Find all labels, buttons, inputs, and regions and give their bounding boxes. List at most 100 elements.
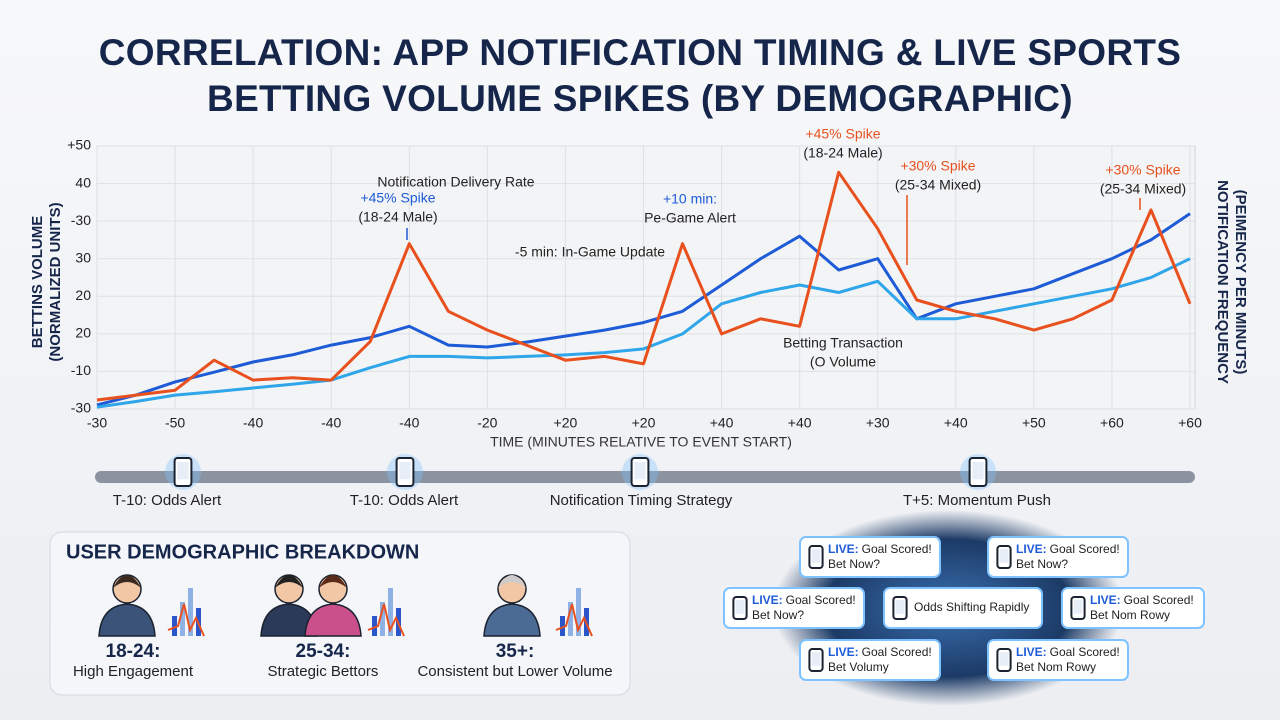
annotation: (O Volume [810,354,876,370]
mini-line [367,603,405,637]
card-icon-screen [999,549,1009,563]
notification-title: Goal Scored! [862,542,932,556]
notification-card [723,587,865,629]
person-body [98,603,156,637]
x-tick-label: -40 [399,415,419,431]
demographic-label: Consistent but Lower Volume [417,663,612,680]
annotation: +45% Spike [805,126,880,142]
notification-card [799,639,941,681]
notification-card [987,639,1129,681]
annotation: +10 min: [663,191,717,207]
y2-axis-label: NOTIFICATION FREQUENCY [1214,180,1231,384]
timeline-icon-screen [177,461,189,480]
timeline-icon-screen [399,461,411,480]
x-tick-label: +60 [1178,415,1202,431]
notification-card [883,587,1043,629]
x-tick-label: +30 [866,415,890,431]
timeline-icon-screen [972,461,984,480]
notification-headline: LIVE: Goal Scored! [1016,542,1120,556]
notification-headline: LIVE: Goal Scored! [1016,645,1120,659]
demographic-age: 18-24: [106,641,161,662]
demographic-title: USER DEMOGRAPHIC BREAKDOWN [66,541,419,563]
y-axis-label: (NORMALIZED UNITS) [47,202,64,361]
y2-axis-label: (PEIMENCY PER MINUTS) [1232,190,1249,375]
annotation: +30% Spike [1105,162,1180,178]
x-tick-label: +20 [554,415,578,431]
mini-bar [576,588,581,636]
annotation: Betting Transaction [783,335,903,351]
y-tick-label: -10 [71,362,91,378]
mini-bar [172,616,177,636]
notification-body: Bet Now? [752,608,804,622]
notification-headline: LIVE: Goal Scored! [752,593,856,607]
demographic-label: High Engagement [73,663,194,680]
person-hair [498,575,526,588]
x-tick-label: -30 [87,415,107,431]
annotation: (25-34 Mixed) [1100,181,1186,197]
x-tick-label: -20 [477,415,497,431]
y-axis-label: BETTINS VOLUME [29,216,46,349]
notification-headline: LIVE: Goal Scored! [828,542,932,556]
mini-line [167,603,205,637]
annotation: (18-24 Male) [358,209,437,225]
timeline-label: Notification Timing Strategy [550,492,733,509]
demographic-age: 35+: [496,641,535,662]
plot-area [96,145,1196,410]
series-line [96,257,1191,409]
demographic-label: Strategic Bettors [268,663,379,680]
notification-tag: LIVE: [1090,593,1121,607]
mini-bar [388,588,393,636]
notification-body: Bet Nom Rowy [1090,608,1170,622]
annotation: (25-34 Mixed) [895,177,981,193]
card-icon-screen [1073,600,1083,614]
mini-bar [372,616,377,636]
series-line [96,212,1191,407]
card-icon-screen [735,600,745,614]
person-hair [113,575,141,588]
mini-bar [188,588,193,636]
notification-body: Bet Now? [1016,557,1068,571]
demographic-age: 25-34: [296,641,351,662]
notification-tag: LIVE: [828,645,859,659]
notification-headline: LIVE: Goal Scored! [1090,593,1194,607]
y-tick-label: -30 [71,212,91,228]
mini-bar [380,602,385,636]
annotation: +45% Spike [360,190,435,206]
notification-tag: LIVE: [752,593,783,607]
series-line [96,170,1192,402]
person-hair [275,575,303,588]
y-tick-label: 40 [75,174,91,190]
x-axis-label: TIME (MINUTES RELATIVE TO EVENT START) [490,434,792,450]
y-tick-label: 30 [75,249,91,265]
notification-title: Goal Scored! [1050,645,1120,659]
notification-title: Goal Scored! [862,645,932,659]
x-tick-label: +40 [944,415,968,431]
x-tick-label: +50 [1022,415,1046,431]
annotation: Notification Delivery Rate [377,174,534,190]
card-icon-screen [811,549,821,563]
annotation: -5 min: In-Game Update [515,244,665,260]
notification-body: Bet Nom Rowy [1016,660,1096,674]
mini-bar [560,616,565,636]
notification-tag: LIVE: [1016,542,1047,556]
notification-title: Goal Scored! [1050,542,1120,556]
chart-title: CORRELATION: APP NOTIFICATION TIMING & L… [98,32,1182,119]
y-tick-label: 20 [75,287,91,303]
timeline-label: T+5: Momentum Push [903,492,1051,509]
x-tick-label: +40 [788,415,812,431]
annotation: Pe-Game Alert [644,210,736,226]
notification-body: Bet Volumy [828,660,889,674]
card-icon-screen [999,652,1009,666]
notification-body: Bet Now? [828,557,880,571]
card-icon-screen [895,600,905,614]
mini-bar [180,602,185,636]
person-hair [319,575,347,588]
notification-card [799,536,941,578]
notification-body: Odds Shifting Rapidly [914,600,1029,614]
card-icon-screen [811,652,821,666]
notification-card [987,536,1129,578]
mini-line [555,603,593,637]
notification-title: Goal Scored! [1124,593,1194,607]
